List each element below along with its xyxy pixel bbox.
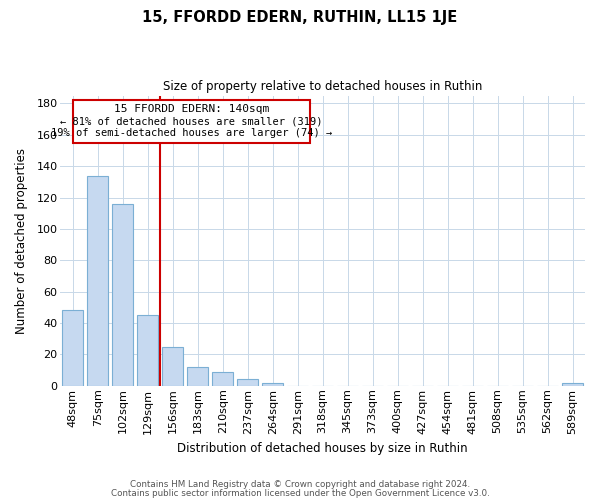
FancyBboxPatch shape <box>73 100 310 142</box>
Bar <box>62 310 83 386</box>
Text: ← 81% of detached houses are smaller (319): ← 81% of detached houses are smaller (31… <box>60 116 323 126</box>
Bar <box>112 204 133 386</box>
Bar <box>212 372 233 386</box>
Title: Size of property relative to detached houses in Ruthin: Size of property relative to detached ho… <box>163 80 482 93</box>
Bar <box>237 380 258 386</box>
Text: Contains public sector information licensed under the Open Government Licence v3: Contains public sector information licen… <box>110 489 490 498</box>
X-axis label: Distribution of detached houses by size in Ruthin: Distribution of detached houses by size … <box>178 442 468 455</box>
Text: 19% of semi-detached houses are larger (74) →: 19% of semi-detached houses are larger (… <box>51 128 332 138</box>
Bar <box>162 346 184 386</box>
Y-axis label: Number of detached properties: Number of detached properties <box>15 148 28 334</box>
Bar <box>187 367 208 386</box>
Text: Contains HM Land Registry data © Crown copyright and database right 2024.: Contains HM Land Registry data © Crown c… <box>130 480 470 489</box>
Bar <box>137 315 158 386</box>
Text: 15 FFORDD EDERN: 140sqm: 15 FFORDD EDERN: 140sqm <box>114 104 269 114</box>
Bar <box>262 382 283 386</box>
Bar <box>562 382 583 386</box>
Text: 15, FFORDD EDERN, RUTHIN, LL15 1JE: 15, FFORDD EDERN, RUTHIN, LL15 1JE <box>142 10 458 25</box>
Bar <box>87 176 109 386</box>
